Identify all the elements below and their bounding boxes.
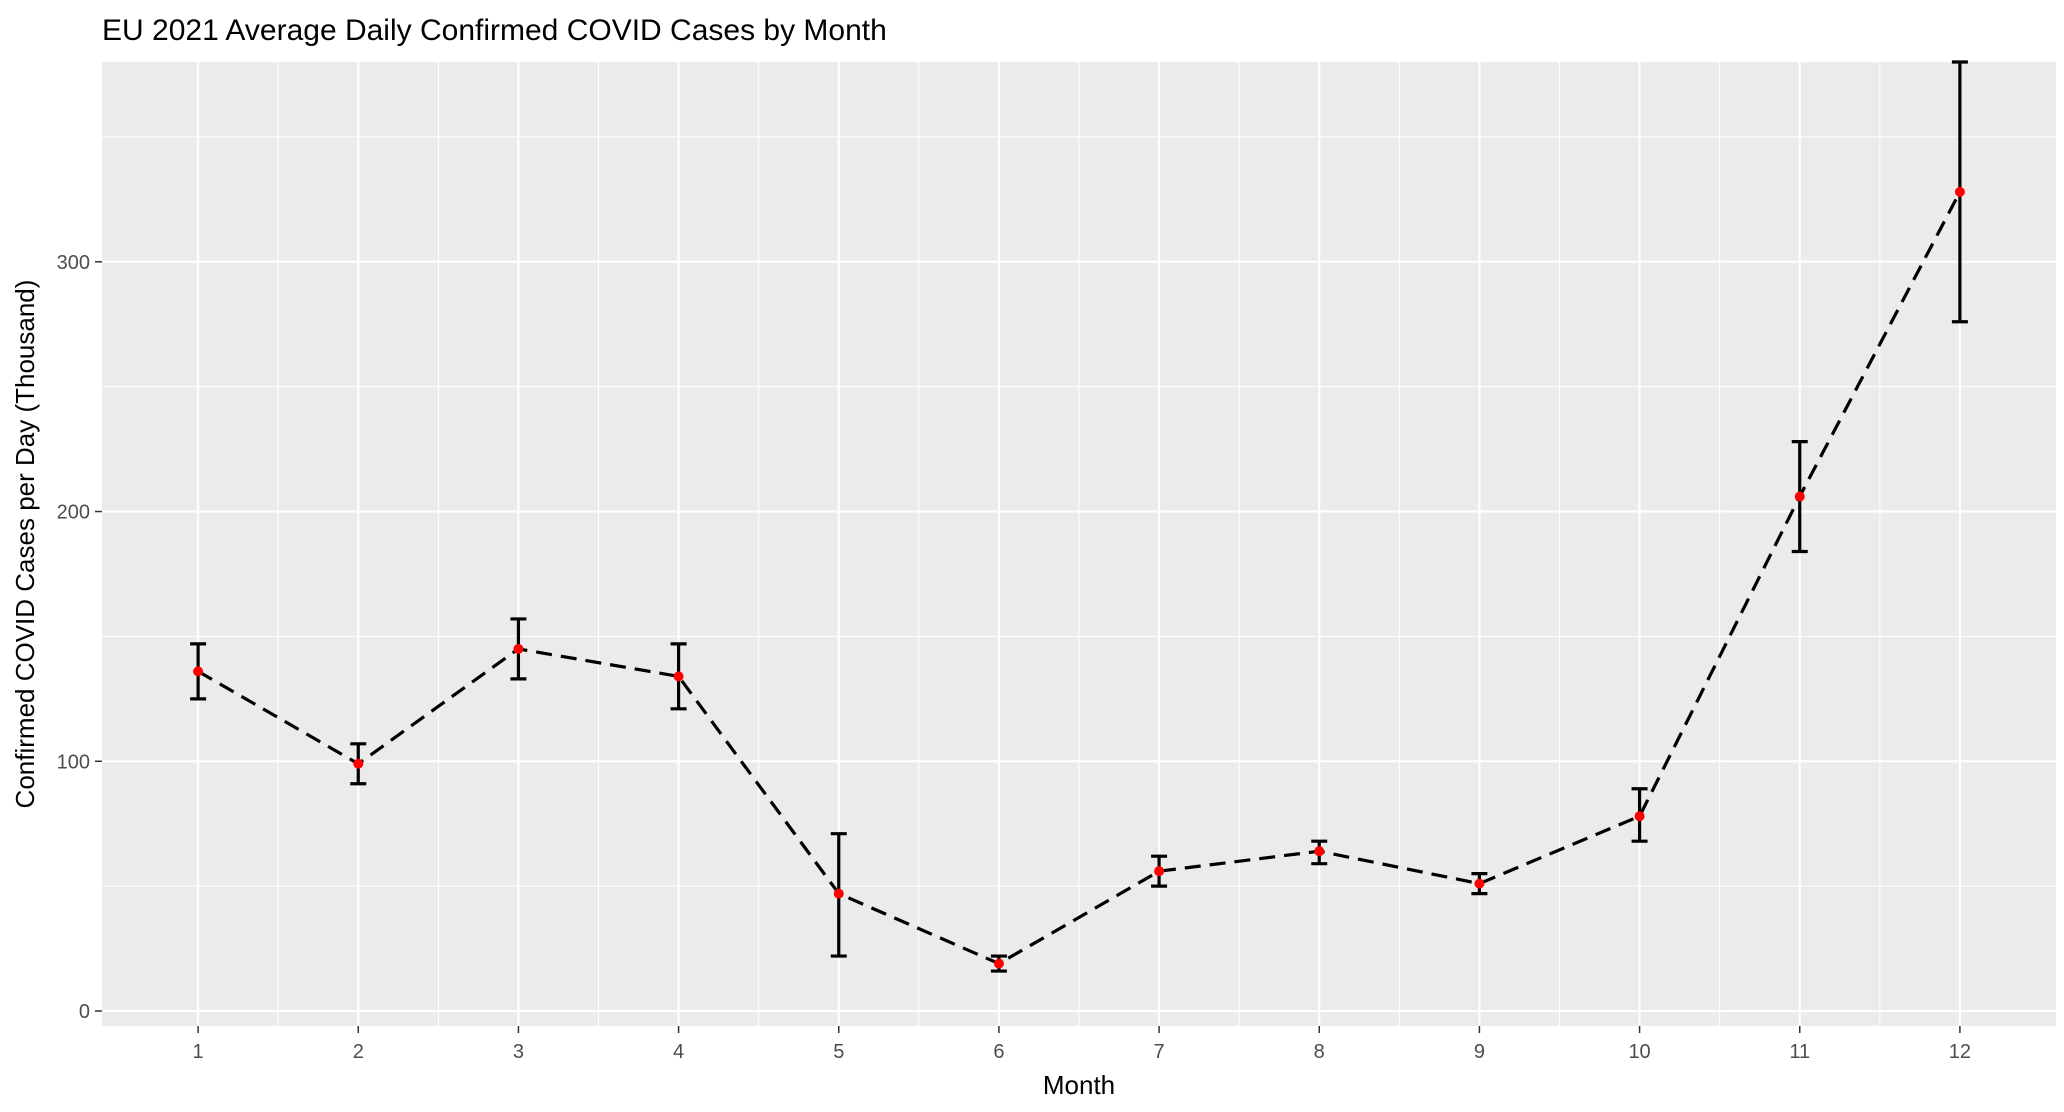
x-tick-label: 6 — [993, 1041, 1004, 1063]
y-tick-label: 100 — [57, 751, 90, 773]
x-tick-label: 5 — [833, 1041, 844, 1063]
x-tick-label: 4 — [673, 1041, 684, 1063]
x-tick-label: 10 — [1628, 1041, 1650, 1063]
x-tick-label: 7 — [1154, 1041, 1165, 1063]
minor-gridlines — [102, 62, 2056, 1026]
series-line — [197, 191, 1962, 966]
data-point — [1794, 491, 1805, 502]
data-point — [193, 666, 204, 677]
series-layer — [190, 60, 1968, 973]
data-point — [513, 643, 524, 654]
data-point — [1154, 866, 1165, 877]
data-point — [1954, 186, 1965, 197]
y-tick-label: 300 — [57, 252, 90, 274]
x-tick-label: 9 — [1474, 1041, 1485, 1063]
x-tick-label: 3 — [513, 1041, 524, 1063]
data-point — [833, 888, 844, 899]
x-tick-label: 11 — [1789, 1041, 1810, 1063]
data-point — [1474, 878, 1485, 889]
data-point — [1634, 811, 1645, 822]
x-tick-label: 12 — [1949, 1041, 1971, 1063]
chart-title: EU 2021 Average Daily Confirmed COVID Ca… — [102, 14, 887, 47]
x-axis-title: Month — [1043, 1070, 1115, 1100]
data-point — [353, 758, 364, 769]
y-axis: 0 100 200 300 — [57, 252, 102, 1023]
x-tick-label: 1 — [193, 1041, 204, 1063]
x-axis: 1 2 3 4 5 6 7 8 9 10 11 12 — [193, 1026, 1971, 1063]
y-axis-title: Confirmed COVID Cases per Day (Thousand) — [10, 280, 40, 809]
data-point — [673, 671, 684, 682]
x-tick-label: 2 — [353, 1041, 364, 1063]
y-tick-label: 0 — [79, 1001, 90, 1023]
data-point — [993, 958, 1004, 969]
y-tick-label: 200 — [57, 502, 90, 524]
x-tick-label: 8 — [1314, 1041, 1325, 1063]
data-point — [1314, 846, 1325, 857]
